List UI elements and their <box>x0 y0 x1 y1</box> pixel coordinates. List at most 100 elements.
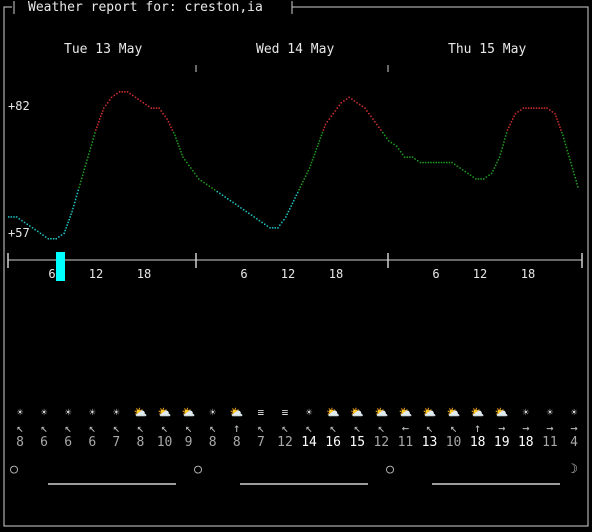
temperature-point <box>351 98 353 100</box>
temperature-point <box>184 159 186 161</box>
temperature-point <box>294 197 296 199</box>
hour-tick: 18 <box>520 267 536 281</box>
temperature-point <box>180 151 182 153</box>
cloud-sun-icon: ⛅ <box>181 406 196 419</box>
wind-speed: 19 <box>493 435 510 450</box>
temperature-point <box>229 199 232 202</box>
temperature-point <box>364 107 366 109</box>
temperature-point <box>512 118 514 120</box>
temperature-point <box>178 145 180 147</box>
temperature-point <box>86 159 88 161</box>
temperature-point <box>95 129 97 131</box>
temperature-point <box>67 221 69 224</box>
temperature-point <box>92 138 94 140</box>
temperature-point <box>435 161 437 164</box>
temperature-point <box>55 238 57 240</box>
temperature-point <box>293 199 295 202</box>
temperature-point <box>559 126 561 128</box>
temperature-point <box>84 165 86 167</box>
temperature-point <box>424 161 427 164</box>
sun-icon: ☀ <box>113 406 120 419</box>
temperature-point <box>459 167 461 169</box>
temperature-point <box>23 221 26 224</box>
wind-direction-icon: → <box>498 421 506 435</box>
temperature-point <box>13 216 15 218</box>
temperature-point <box>567 152 569 155</box>
temperature-point <box>323 126 326 128</box>
temperature-point <box>488 174 490 176</box>
cloud-sun-icon: ⛅ <box>326 406 340 419</box>
moon-phase-icon: ○ <box>194 462 202 477</box>
current-time-marker <box>56 252 65 281</box>
temperature-point <box>188 164 190 167</box>
temperature-point <box>150 107 152 109</box>
wind-direction-icon: → <box>546 421 554 435</box>
temperature-point <box>81 177 83 180</box>
temperature-point <box>382 131 384 134</box>
temperature-point <box>543 107 546 109</box>
temperature-point <box>304 175 307 177</box>
temperature-point <box>320 134 323 137</box>
temperature-point <box>266 225 269 227</box>
temperature-point <box>353 100 356 102</box>
temperature-point <box>172 131 175 134</box>
temperature-point <box>18 218 21 220</box>
temperature-point <box>328 118 331 120</box>
temperature-point <box>573 173 576 176</box>
temperature-point <box>83 168 86 170</box>
temperature-point <box>517 111 519 113</box>
temperature-point <box>564 143 567 146</box>
wind-speed: 15 <box>349 435 366 450</box>
temperature-point <box>505 135 507 137</box>
temperature-point <box>376 123 378 126</box>
temperature-point <box>190 167 192 169</box>
temperature-point <box>237 205 240 207</box>
temperature-point <box>572 170 575 173</box>
temperature-point <box>126 91 129 93</box>
temperature-point <box>461 169 464 171</box>
temperature-point <box>285 216 287 218</box>
temperature-point <box>216 190 218 193</box>
wind-speed: 12 <box>277 435 293 450</box>
temperature-point <box>506 129 509 131</box>
wind-direction-icon: ↖ <box>257 421 265 435</box>
temperature-point <box>565 146 568 149</box>
temperature-point <box>279 224 281 226</box>
temp-min-label: +57 <box>8 226 30 240</box>
sun-icon: ☀ <box>16 406 24 419</box>
temperature-point <box>504 138 506 140</box>
wind-speed: 6 <box>88 435 97 450</box>
wind-direction-icon: ↖ <box>329 421 337 435</box>
temperature-point <box>343 100 345 102</box>
temperature-point <box>356 102 358 104</box>
temperature-point <box>384 134 386 137</box>
cloud-sun-icon: ⛅ <box>470 406 485 419</box>
temperature-point <box>78 186 80 189</box>
temperature-point <box>79 183 81 186</box>
temperature-point <box>124 91 126 93</box>
hour-tick: 18 <box>136 267 152 281</box>
wind-speed: 7 <box>112 435 121 450</box>
temperature-point <box>390 141 393 144</box>
temperature-point <box>129 92 131 95</box>
sun-icon: ☀ <box>40 406 48 419</box>
temperature-point <box>248 212 250 215</box>
temperature-point <box>88 150 91 152</box>
temperature-point <box>160 110 162 112</box>
temperature-point <box>569 158 571 161</box>
temperature-point <box>319 137 322 139</box>
temperature-point <box>345 98 348 100</box>
temperature-point <box>501 147 503 149</box>
temperature-point <box>240 207 242 209</box>
temperature-point <box>50 238 52 240</box>
temperature-point <box>475 178 477 180</box>
temperature-point <box>514 112 517 115</box>
wind-direction-icon: ↖ <box>353 421 361 435</box>
temperature-point <box>326 121 329 123</box>
temperature-point <box>561 131 563 134</box>
temperature-point <box>414 158 416 160</box>
temperature-point <box>76 192 79 195</box>
temperature-point <box>318 140 321 142</box>
temperature-point <box>467 172 469 175</box>
